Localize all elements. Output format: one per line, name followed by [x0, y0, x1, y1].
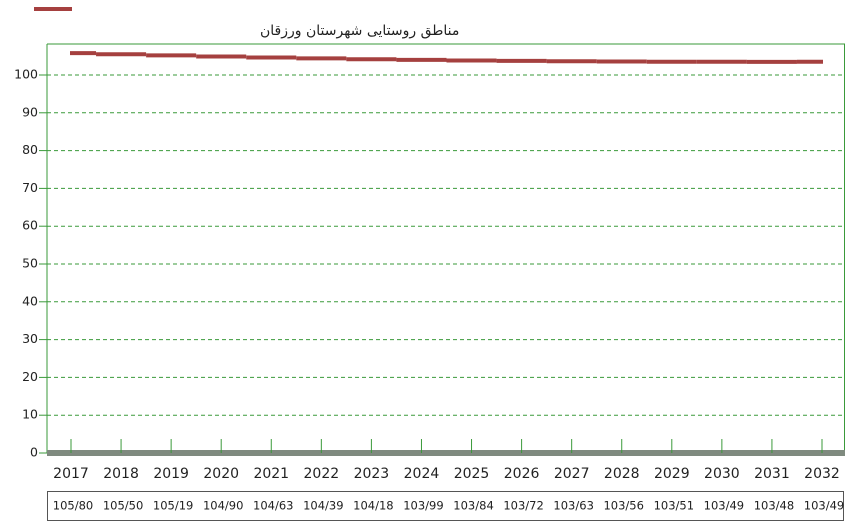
y-tick-label: 30 — [22, 331, 38, 346]
x-axis — [47, 450, 845, 456]
y-tick-label: 20 — [22, 369, 38, 384]
value-label: 103/99 — [403, 499, 443, 513]
y-tick-label: 10 — [22, 407, 38, 422]
value-label: 103/48 — [754, 499, 794, 513]
value-label: 103/63 — [553, 499, 593, 513]
value-label: 103/51 — [654, 499, 694, 513]
value-label: 105/19 — [153, 499, 193, 513]
y-tick-label: 50 — [22, 255, 38, 270]
x-tick-label: 2023 — [354, 466, 390, 482]
x-tick-label: 2024 — [404, 466, 440, 482]
value-label: 105/80 — [53, 499, 93, 513]
value-label: 103/49 — [704, 499, 744, 513]
x-tick-label: 2025 — [454, 466, 490, 482]
x-tick-label: 2032 — [804, 466, 840, 482]
y-tick-label: 90 — [22, 104, 38, 119]
x-tick-label: 2019 — [153, 466, 189, 482]
value-label: 103/72 — [503, 499, 543, 513]
y-tick-label: 70 — [22, 180, 38, 195]
y-tick-label: 40 — [22, 293, 38, 308]
y-tick-label: 0 — [30, 445, 38, 460]
x-tick-label: 2031 — [754, 466, 790, 482]
x-tick-label: 2027 — [554, 466, 590, 482]
legend-label: مناطق روستایی شهرستان ورزقان — [260, 23, 459, 39]
x-tick-label: 2017 — [53, 466, 89, 482]
value-label: 103/84 — [453, 499, 493, 513]
x-tick-label: 2028 — [604, 466, 640, 482]
x-tick-label: 2021 — [253, 466, 289, 482]
value-label: 105/50 — [103, 499, 143, 513]
y-tick-label: 80 — [22, 142, 38, 157]
x-tick-label: 2022 — [304, 466, 340, 482]
value-label: 103/56 — [603, 499, 643, 513]
x-tick-label: 2030 — [704, 466, 740, 482]
y-tick-label: 100 — [14, 66, 38, 81]
y-tick-label: 60 — [22, 218, 38, 233]
x-tick-label: 2020 — [203, 466, 239, 482]
value-label: 104/90 — [203, 499, 243, 513]
value-label: 103/49 — [804, 499, 844, 513]
x-tick-label: 2029 — [654, 466, 690, 482]
value-label: 104/63 — [253, 499, 293, 513]
value-label: 104/18 — [353, 499, 393, 513]
x-tick-label: 2026 — [504, 466, 540, 482]
x-tick-label: 2018 — [103, 466, 139, 482]
value-label: 104/39 — [303, 499, 343, 513]
